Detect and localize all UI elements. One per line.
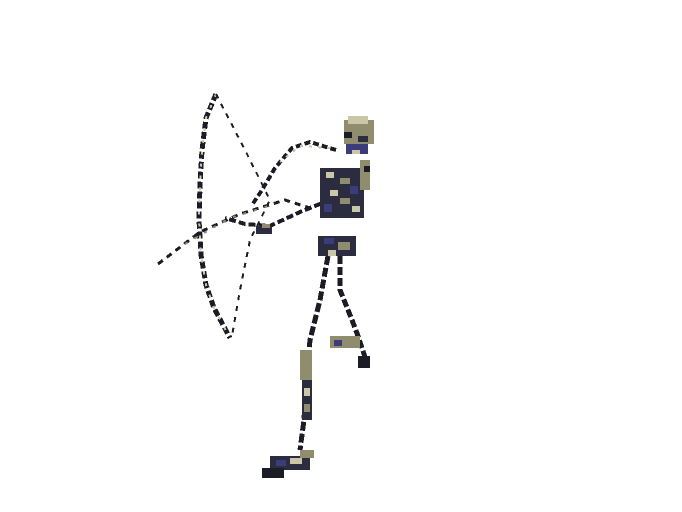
arrow: [157, 198, 311, 266]
skull: [344, 116, 374, 154]
foot: [262, 450, 314, 478]
draw-arm: [224, 198, 331, 234]
front-arm: [250, 139, 337, 207]
front-leg: [297, 255, 331, 451]
ribcage: [320, 160, 370, 218]
bow: [196, 93, 272, 340]
back-leg: [330, 256, 371, 368]
pelvis: [318, 236, 356, 256]
